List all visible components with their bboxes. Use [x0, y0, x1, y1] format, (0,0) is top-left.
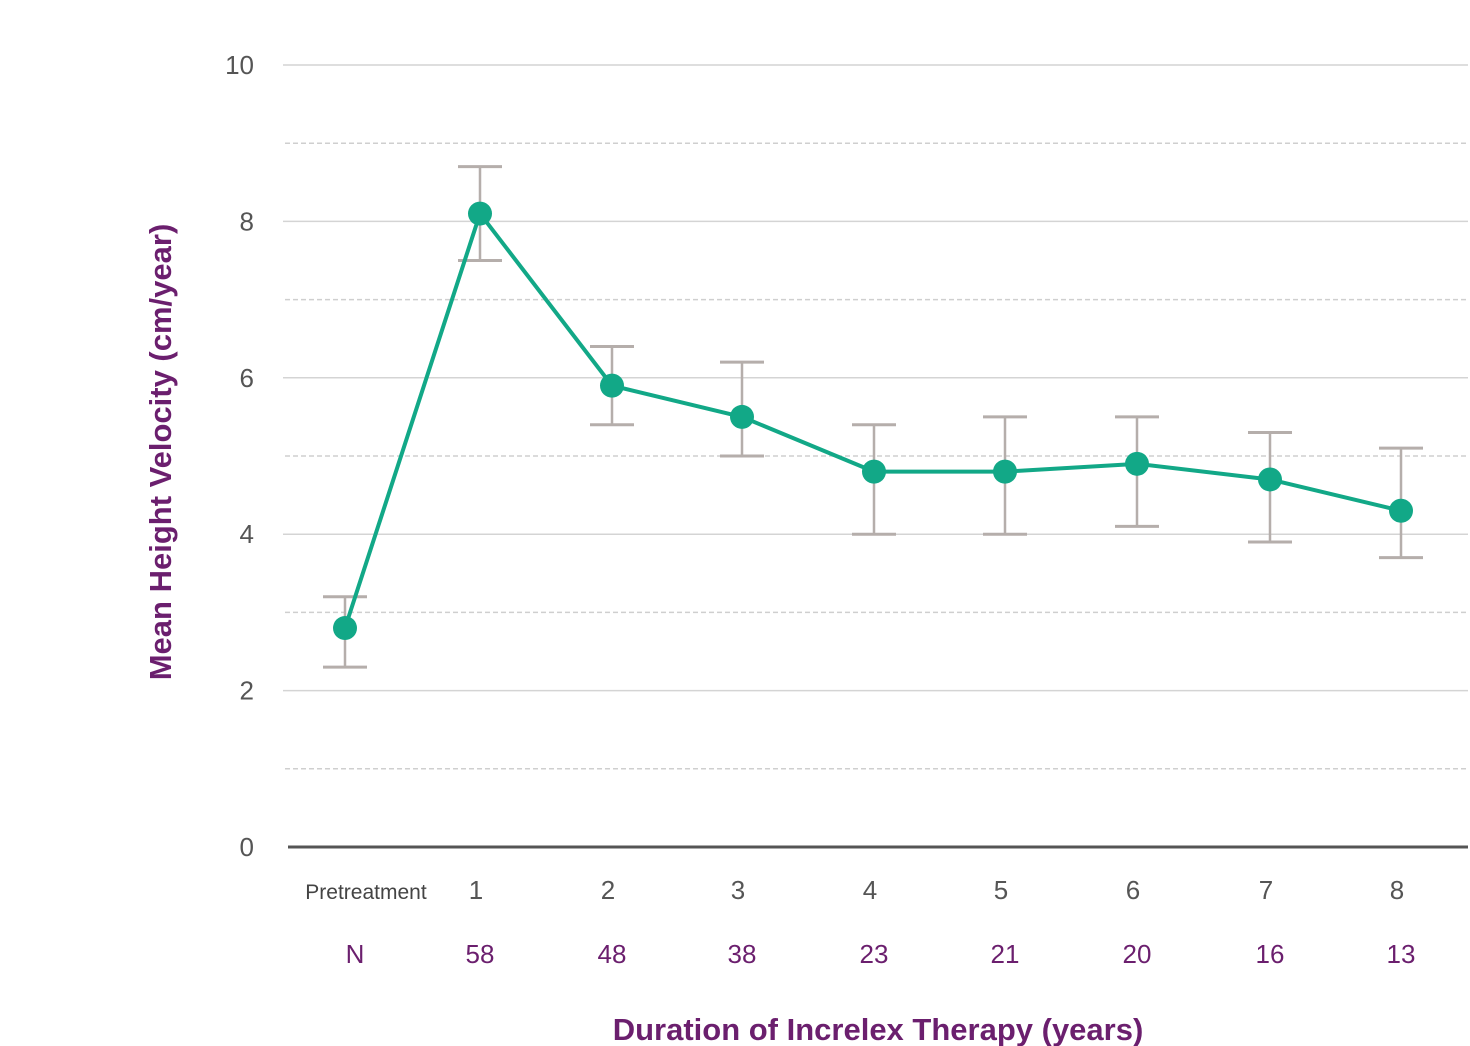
- data-points: [333, 201, 1413, 641]
- y-axis-title: Mean Height Velocity (cm/year): [143, 224, 178, 681]
- n-value: 16: [1256, 939, 1285, 969]
- x-tick-label: 4: [863, 875, 877, 905]
- y-tick-label: 10: [225, 50, 254, 80]
- n-value: 48: [598, 939, 627, 969]
- x-tick-label: 2: [601, 875, 615, 905]
- x-axis-title: Duration of Increlex Therapy (years): [613, 1012, 1144, 1046]
- y-tick-label: 8: [240, 206, 254, 236]
- y-tick-label: 0: [240, 832, 254, 862]
- data-point: [1125, 451, 1149, 476]
- n-value: 38: [728, 939, 757, 969]
- y-tick-label: 4: [240, 519, 254, 549]
- y-axis-ticks: 0 2 4 6 8 10: [225, 50, 254, 862]
- x-tick-label: Pretreatment: [305, 881, 427, 904]
- x-tick-label: 5: [994, 875, 1008, 905]
- x-axis-category-labels: Pretreatment 1 2 3 4 5 6 7 8: [305, 875, 1404, 905]
- x-tick-label: 1: [469, 875, 483, 905]
- gridlines: [283, 64, 1468, 770]
- data-point: [333, 616, 357, 641]
- n-value: 21: [991, 939, 1020, 969]
- x-tick-label: 8: [1390, 875, 1404, 905]
- data-point: [993, 459, 1017, 484]
- data-point: [1389, 498, 1413, 523]
- n-value: 13: [1387, 939, 1416, 969]
- y-tick-label: 6: [240, 363, 254, 393]
- y-tick-label: 2: [240, 676, 254, 706]
- data-point: [1258, 467, 1282, 492]
- n-row: N 58 48 38 23 21 20 16 13: [346, 939, 1416, 969]
- n-row-label: N: [346, 939, 365, 969]
- n-value: 23: [860, 939, 889, 969]
- error-bars: [323, 165, 1423, 669]
- n-value: 20: [1123, 939, 1152, 969]
- x-tick-label: 6: [1126, 875, 1140, 905]
- data-point: [730, 404, 754, 429]
- data-point: [862, 459, 886, 484]
- data-point: [600, 373, 624, 398]
- x-tick-label: 3: [731, 875, 745, 905]
- x-tick-label: 7: [1259, 875, 1273, 905]
- data-point: [468, 201, 492, 226]
- series-line: [343, 211, 1402, 629]
- n-value: 58: [466, 939, 495, 969]
